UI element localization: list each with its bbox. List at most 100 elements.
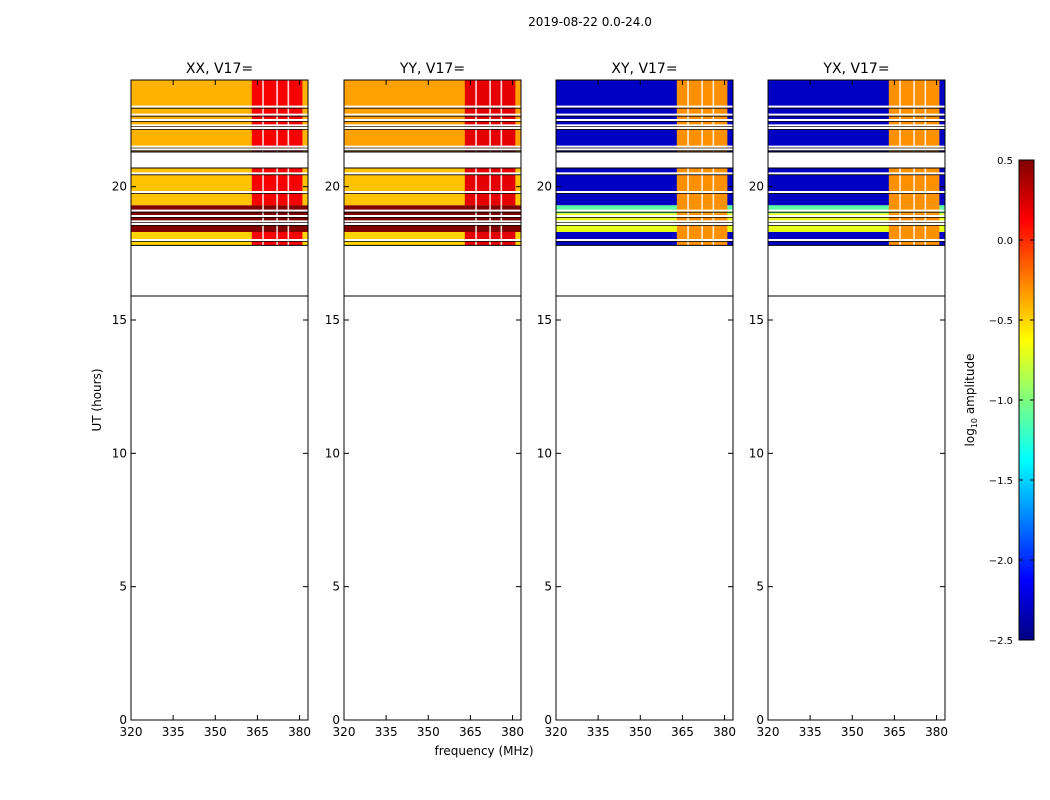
x-tick-label: 350 [417, 725, 440, 739]
x-tick-label: 320 [120, 725, 143, 739]
channel-gap [687, 168, 689, 206]
axes-frame [555, 79, 734, 721]
channel-gap [276, 232, 278, 246]
y-tick-label: 0 [119, 713, 127, 727]
channel-gap [262, 232, 264, 246]
panel-title: XY, V17= [611, 61, 677, 77]
x-tick-label: 380 [501, 725, 524, 739]
channel-gap [287, 232, 290, 246]
y-tick-label: 10 [112, 446, 127, 460]
channel-gap [500, 168, 503, 206]
y-tick-label: 10 [749, 446, 764, 460]
panel-3: XY, V17= 320 335 350 365 380 0 5 10 15 20 [537, 61, 736, 739]
y-tick-label: 15 [537, 313, 552, 327]
axes-frame [130, 79, 309, 721]
x-tick-label: 320 [757, 725, 780, 739]
channel-gap [287, 168, 290, 206]
panel-1: XX, V17= 320 335 350 365 380 0 5 10 15 20 [112, 61, 311, 739]
colorbar: 0.5 0.0 −0.5 −1.0 −1.5 −2.0 −2.5 log10 amplitud… [963, 156, 1035, 647]
y-tick-label: 15 [325, 313, 340, 327]
channel-gap [475, 232, 477, 246]
x-axis-label: frequency (MHz) [434, 744, 533, 758]
x-tick-label: 365 [246, 725, 269, 739]
axes-frame [767, 79, 946, 721]
y-tick-label: 5 [332, 580, 340, 594]
y-tick-label: 15 [112, 313, 127, 327]
colorbar-tick-label: −1.5 [989, 476, 1013, 487]
data-band [556, 205, 733, 214]
channel-gap [687, 232, 689, 246]
channel-gap [489, 232, 491, 246]
data-band [344, 205, 521, 232]
axes-frame [343, 79, 522, 721]
y-tick-label: 0 [544, 713, 552, 727]
y-tick-label: 5 [756, 580, 764, 594]
data-gap [768, 152, 945, 168]
colorbar-tick-label: 0.5 [997, 156, 1013, 167]
y-tick-label: 5 [544, 580, 552, 594]
channel-gap [924, 232, 927, 246]
data-band [131, 205, 308, 232]
channel-gap [899, 168, 901, 206]
channel-gap [276, 205, 278, 232]
colorbar-label: log10 amplitude [963, 354, 979, 447]
panel-group: XX, V17= 320 335 350 365 380 0 5 10 15 20 YY, V17= 3… [112, 61, 948, 739]
y-tick-label: 15 [749, 313, 764, 327]
colorbar-tick-label: −2.0 [989, 556, 1013, 567]
x-tick-label: 365 [459, 725, 482, 739]
y-tick-label: 5 [119, 580, 127, 594]
channel-gap [913, 205, 915, 214]
y-tick-label: 20 [537, 180, 552, 194]
y-tick-label: 20 [325, 180, 340, 194]
channel-gap [701, 168, 703, 206]
panel-title: YX, V17= [822, 61, 889, 77]
y-tick-label: 0 [756, 713, 764, 727]
x-tick-label: 335 [799, 725, 822, 739]
channel-gap [475, 205, 477, 232]
x-tick-label: 320 [545, 725, 568, 739]
channel-gap [913, 168, 915, 206]
channel-gap [924, 168, 927, 206]
channel-gap [913, 232, 915, 246]
y-tick-label: 20 [749, 180, 764, 194]
channel-gap [712, 168, 715, 206]
x-tick-label: 320 [333, 725, 356, 739]
colorbar-tick-label: −2.5 [989, 636, 1013, 647]
colorbar-tick-label: 0.0 [997, 236, 1013, 247]
panel-2: YY, V17= 320 335 350 365 380 0 5 10 15 20 [325, 61, 524, 739]
y-tick-label: 10 [537, 446, 552, 460]
x-tick-label: 365 [671, 725, 694, 739]
x-tick-label: 380 [925, 725, 948, 739]
channel-gap [276, 168, 278, 206]
channel-gap [287, 205, 290, 232]
channel-gap [475, 168, 477, 206]
x-tick-label: 350 [629, 725, 652, 739]
channel-gap [899, 232, 901, 246]
x-tick-label: 380 [288, 725, 311, 739]
data-gap [131, 152, 308, 168]
panel-title: XX, V17= [186, 61, 253, 77]
channel-gap [262, 205, 264, 232]
channel-gap [701, 232, 703, 246]
x-tick-label: 350 [204, 725, 227, 739]
channel-gap [262, 168, 264, 206]
colorbar-tick-label: −0.5 [989, 316, 1013, 327]
channel-gap [500, 232, 503, 246]
data-gap [344, 152, 521, 168]
x-tick-label: 365 [883, 725, 906, 739]
colorbar-tick-label: −1.0 [989, 396, 1013, 407]
channel-gap [687, 205, 689, 214]
channel-gap [489, 168, 491, 206]
channel-gap [924, 205, 927, 214]
figure-title: 2019-08-22 0.0-24.0 [528, 15, 652, 29]
y-tick-label: 20 [112, 180, 127, 194]
y-tick-label: 0 [332, 713, 340, 727]
channel-gap [712, 232, 715, 246]
data-band [768, 205, 945, 214]
x-tick-label: 380 [713, 725, 736, 739]
panel-title: YY, V17= [399, 61, 465, 77]
x-tick-label: 350 [841, 725, 864, 739]
y-axis-label: UT (hours) [90, 368, 104, 431]
channel-gap [899, 205, 901, 214]
